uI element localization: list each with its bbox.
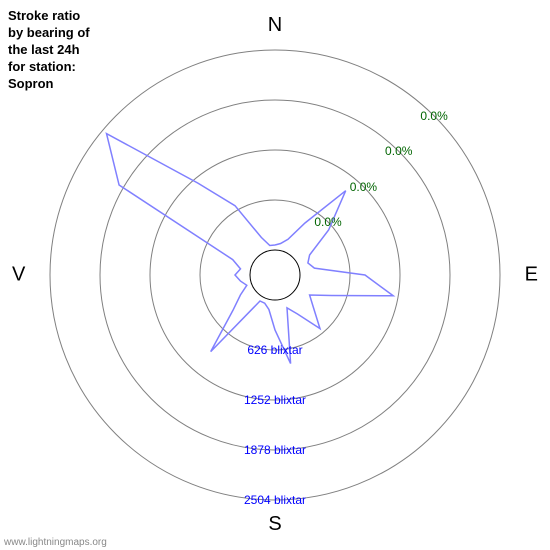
footer-url: www.lightningmaps.org [4, 537, 107, 548]
ring-blixtar-label: 626 blixtar [247, 343, 302, 357]
cardinal-east: E [525, 264, 538, 287]
cardinal-west: V [12, 264, 25, 287]
ring-pct-label: 0.0% [314, 215, 341, 229]
center-circle [250, 250, 300, 300]
rose-series [107, 134, 394, 364]
chart-title: Stroke ratio by bearing of the last 24h … [8, 8, 90, 92]
cardinal-south: S [268, 513, 281, 536]
ring-blixtar-label: 1252 blixtar [244, 393, 306, 407]
ring-pct-label: 0.0% [385, 144, 412, 158]
ring-pct-label: 0.0% [350, 180, 377, 194]
ring-blixtar-label: 1878 blixtar [244, 443, 306, 457]
cardinal-north: N [268, 14, 282, 37]
ring-blixtar-label: 2504 blixtar [244, 493, 306, 507]
ring-pct-label: 0.0% [420, 109, 447, 123]
